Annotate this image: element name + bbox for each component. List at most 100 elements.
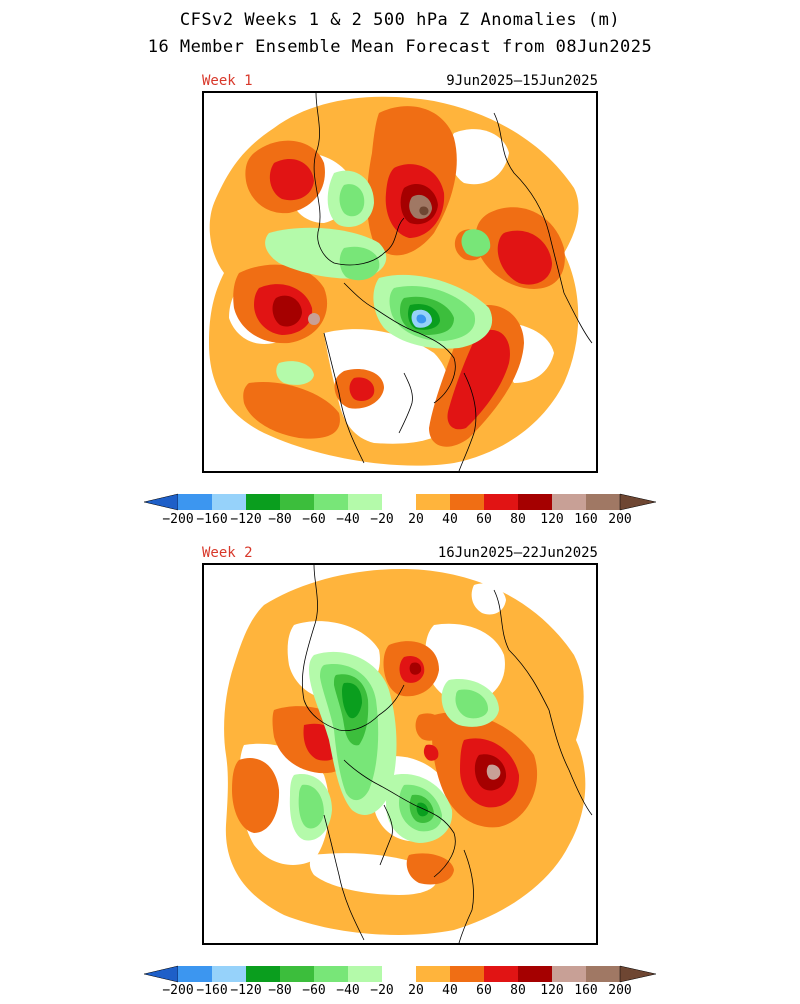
week2-anomaly-60 xyxy=(406,853,454,885)
week2-colorbar-swatch xyxy=(178,966,212,982)
week1-label: Week 1 xyxy=(202,73,253,89)
week1-colorbar-label: −160 xyxy=(196,512,228,527)
week2-colorbar-swatch xyxy=(382,966,416,982)
week1-anomaly-neg40 xyxy=(339,246,380,281)
week1-colorbar-graphic xyxy=(143,493,657,511)
week1-colorbar-arrow-right xyxy=(619,493,657,511)
week1-anomaly-200 xyxy=(419,206,429,216)
week1-anomaly-neg160 xyxy=(416,314,427,324)
week1-colorbar-label: 160 xyxy=(574,512,598,527)
week1-anomaly-map xyxy=(209,93,593,471)
week2-colorbar-swatch xyxy=(246,966,280,982)
week2-anomaly-60 xyxy=(415,713,444,741)
week1-anomaly-neg40 xyxy=(461,229,491,257)
week2-colorbar-label: −120 xyxy=(230,983,262,998)
week2-colorbar-swatch xyxy=(348,966,382,982)
week2-colorbar-label: 40 xyxy=(442,983,458,998)
week2-colorbar-swatch xyxy=(416,966,450,982)
week2-colorbar: −200 −160 −120 −80 −60 −40 −20 20 40 60 … xyxy=(0,964,800,1004)
week1-colorbar-swatch xyxy=(178,494,212,510)
week2-colorbar-label: −40 xyxy=(336,983,360,998)
map-title-line2: 16 Member Ensemble Mean Forecast from 08… xyxy=(147,37,653,57)
week1-colorbar-label: −40 xyxy=(336,512,360,527)
week1-colorbar-swatch xyxy=(314,494,348,510)
week1-anomaly-neg20 xyxy=(276,361,314,385)
week1-colorbar-swatch xyxy=(586,494,620,510)
week2-colorbar-label: −20 xyxy=(370,983,394,998)
week2-neutral-region xyxy=(309,853,438,895)
week2-colorbar-label: −80 xyxy=(268,983,292,998)
week2-colorbar-arrow-right xyxy=(619,965,657,983)
week2-colorbar-arrow-left xyxy=(143,965,179,983)
week1-colorbar-label: −60 xyxy=(302,512,326,527)
week2-colorbar-swatch xyxy=(586,966,620,982)
week1-colorbar-label: −20 xyxy=(370,512,394,527)
week2-neutral-region xyxy=(425,623,505,703)
week1-colorbar-swatch xyxy=(246,494,280,510)
week2-label: Week 2 xyxy=(202,545,253,561)
week2-anomaly-160 xyxy=(486,764,501,780)
week2-colorbar-label: 20 xyxy=(408,983,424,998)
week2-colorbar-swatch xyxy=(552,966,586,982)
week1-coastlines xyxy=(313,93,593,471)
week1-anomaly-160 xyxy=(308,313,320,325)
week2-anomaly-neg80 xyxy=(342,682,362,719)
week1-colorbar-label: −80 xyxy=(268,512,292,527)
week1-colorbar: −200 −160 −120 −80 −60 −40 −20 20 40 60 … xyxy=(0,492,800,532)
week2-anomaly-neg80 xyxy=(416,802,429,817)
week1-colorbar-swatch xyxy=(450,494,484,510)
week1-date-range: 9Jun2025–15Jun2025 xyxy=(446,73,598,89)
week2-colorbar-swatch xyxy=(314,966,348,982)
week2-colorbar-swatch xyxy=(212,966,246,982)
week2-anomaly-neg40 xyxy=(455,689,489,719)
week2-colorbar-label: −160 xyxy=(196,983,228,998)
week2-colorbar-label: 60 xyxy=(476,983,492,998)
week1-colorbar-swatch xyxy=(484,494,518,510)
week1-colorbar-swatch xyxy=(348,494,382,510)
week1-colorbar-label: 20 xyxy=(408,512,424,527)
week1-colorbar-label: 40 xyxy=(442,512,458,527)
week1-colorbar-label: 60 xyxy=(476,512,492,527)
week1-colorbar-label: 200 xyxy=(608,512,632,527)
week1-anomaly-neg40 xyxy=(339,184,365,217)
week1-anomaly-80 xyxy=(269,159,314,201)
week2-colorbar-swatch xyxy=(450,966,484,982)
week1-neutral-region xyxy=(324,329,451,444)
week2-colorbar-swatch xyxy=(518,966,552,982)
week1-colorbar-label: −200 xyxy=(162,512,194,527)
week1-anomaly-120 xyxy=(272,295,302,327)
week2-colorbar-label: 200 xyxy=(608,983,632,998)
week1-anomaly-80 xyxy=(349,377,375,401)
week1-colorbar-swatch xyxy=(416,494,450,510)
week2-date-range: 16Jun2025–22Jun2025 xyxy=(437,545,598,561)
week2-colorbar-label: −200 xyxy=(162,983,194,998)
week2-colorbar-swatch xyxy=(280,966,314,982)
week2-anomaly-120 xyxy=(409,662,422,675)
week1-colorbar-swatch xyxy=(518,494,552,510)
week1-colorbar-swatch xyxy=(212,494,246,510)
week1-colorbar-swatch xyxy=(280,494,314,510)
week2-map xyxy=(202,563,598,945)
week1-colorbar-swatch xyxy=(382,494,416,510)
week1-colorbar-swatch xyxy=(552,494,586,510)
week2-coastlines xyxy=(301,565,593,943)
week1-map xyxy=(202,91,598,473)
week2-colorbar-label: 160 xyxy=(574,983,598,998)
week1-neutral-region xyxy=(448,129,509,185)
week2-anomaly-neg40 xyxy=(298,784,324,829)
week2-colorbar-label: 120 xyxy=(540,983,564,998)
week2-colorbar-label: −60 xyxy=(302,983,326,998)
week1-colorbar-label: −120 xyxy=(230,512,262,527)
week1-colorbar-label: 80 xyxy=(510,512,526,527)
week2-anomaly-60 xyxy=(232,758,280,833)
week1-colorbar-arrow-left xyxy=(143,493,179,511)
map-title-line1: CFSv2 Weeks 1 & 2 500 hPa Z Anomalies (m… xyxy=(179,10,621,30)
week2-colorbar-swatch xyxy=(484,966,518,982)
week1-anomaly-80 xyxy=(447,329,510,430)
week2-colorbar-label: 80 xyxy=(510,983,526,998)
week2-anomaly-80 xyxy=(423,744,439,761)
week1-anomaly-80 xyxy=(497,230,552,285)
week1-anomaly-60 xyxy=(243,382,340,439)
week2-anomaly-map xyxy=(224,565,593,943)
week1-colorbar-label: 120 xyxy=(540,512,564,527)
